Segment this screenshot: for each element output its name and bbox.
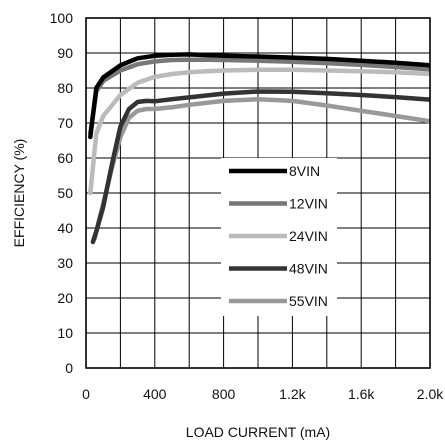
legend-label: 8VIN (289, 163, 320, 179)
y-tick-labels: 0 10 20 30 40 50 60 70 80 90 100 (50, 10, 74, 376)
series-line-8vin (88, 52, 430, 140)
y-tick-label: 30 (57, 255, 73, 271)
y-tick-label: 50 (57, 185, 73, 201)
series-line-48vin (90, 89, 430, 245)
x-tick-label: 800 (212, 386, 236, 402)
series-lines (88, 52, 430, 245)
y-axis-title: EFFICIENCY (%) (11, 139, 27, 248)
y-tick-label: 10 (57, 325, 73, 341)
x-axis-title: LOAD CURRENT (mA) (186, 424, 330, 440)
legend-label: 55VIN (289, 293, 328, 309)
x-tick-label: 1.6k (348, 386, 375, 402)
x-tick-labels: 0 400 800 1.2k 1.6k 2.0k (82, 386, 444, 402)
y-tick-label: 100 (50, 10, 74, 26)
x-tick-label: 2.0k (417, 386, 444, 402)
series-line-24vin (88, 67, 430, 196)
x-tick-label: 400 (143, 386, 167, 402)
y-tick-label: 70 (57, 115, 73, 131)
y-tick-label: 20 (57, 290, 73, 306)
series-line-12vin (88, 57, 430, 136)
y-tick-label: 40 (57, 220, 73, 236)
x-tick-label: 1.2k (279, 386, 306, 402)
plot-frame (85, 17, 431, 369)
y-tick-label: 60 (57, 150, 73, 166)
x-tick-label: 0 (82, 386, 90, 402)
y-tick-label: 0 (65, 360, 73, 376)
legend-label: 48VIN (289, 261, 328, 277)
legend-label: 12VIN (289, 196, 328, 212)
y-tick-label: 80 (57, 80, 73, 96)
legend: 8VIN 12VIN 24VIN 48VIN 55VIN (221, 158, 337, 316)
y-tick-label: 90 (57, 45, 73, 61)
legend-label: 24VIN (289, 228, 328, 244)
